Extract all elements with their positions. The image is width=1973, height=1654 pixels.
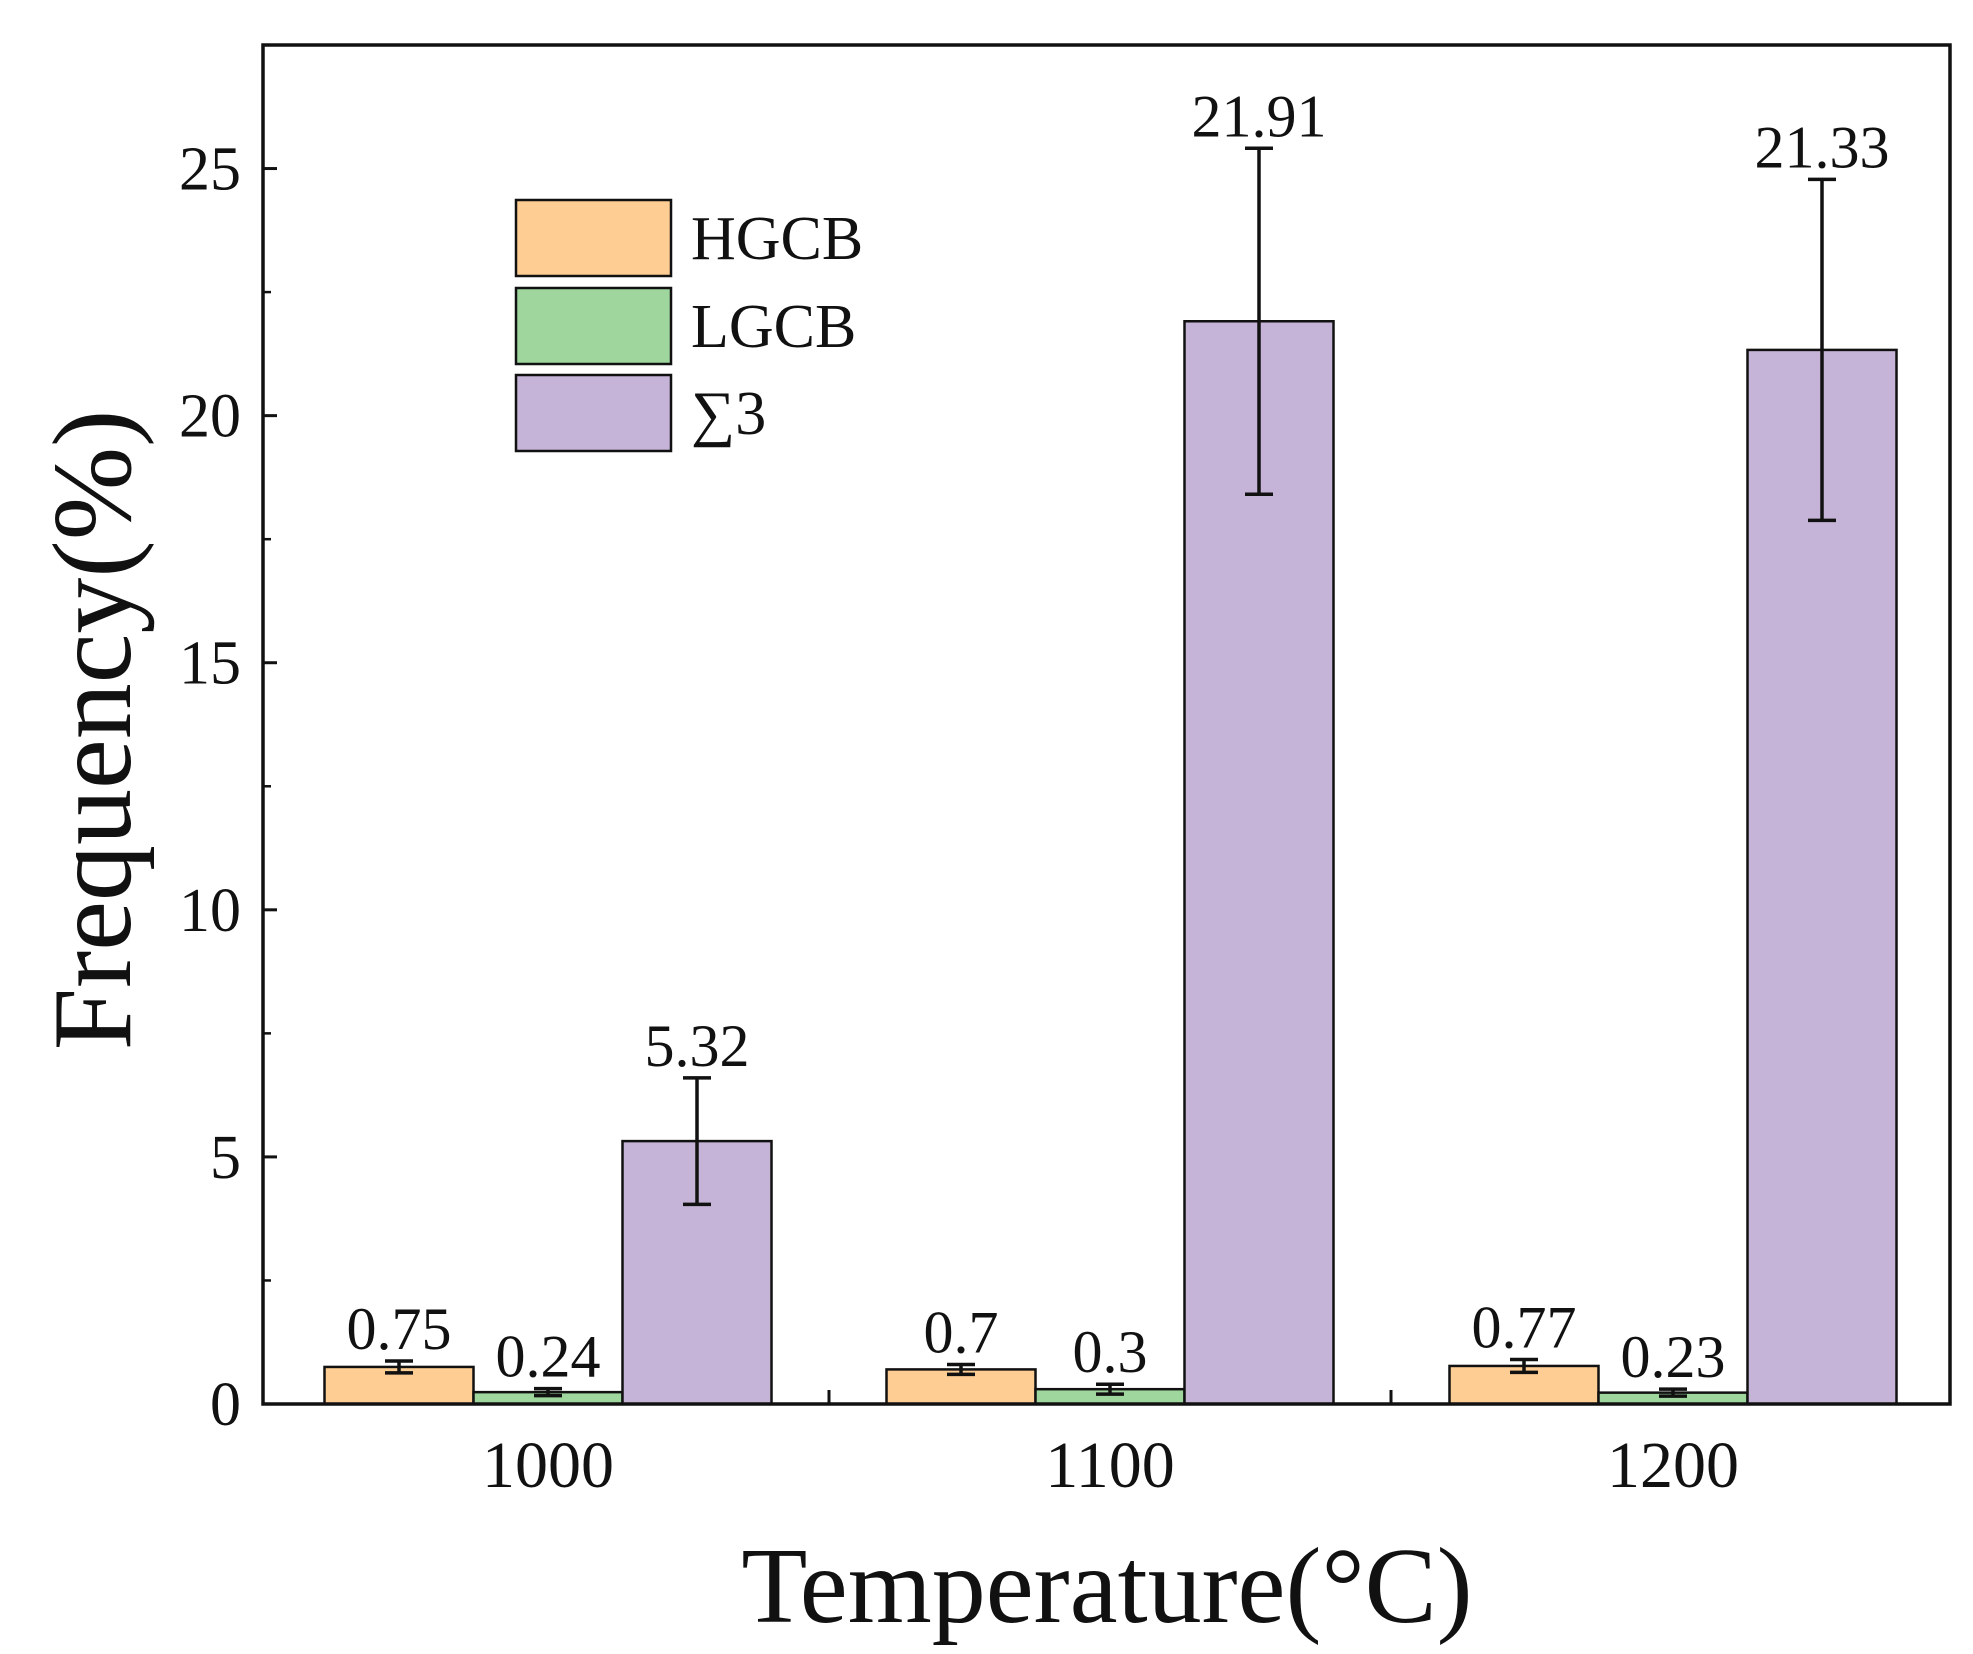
y-tick-label-15: 15	[179, 630, 241, 698]
error-bar-sigma3-1100	[1245, 146, 1273, 496]
error-bar-lgcb-1100	[1096, 1382, 1124, 1396]
y-tick-label-20: 20	[179, 383, 241, 451]
y-tick-label-5: 5	[210, 1124, 241, 1192]
data-label-lgcb-1000: 0.24	[496, 1324, 601, 1390]
error-bars-layer	[385, 146, 1836, 1398]
x-tick-label-1100: 1100	[1045, 1429, 1175, 1502]
legend-label-hgcb: HGCB	[691, 205, 863, 273]
data-label-lgcb-1100: 0.3	[1073, 1319, 1148, 1385]
error-bar-hgcb-1100	[947, 1362, 975, 1377]
y-axis: 0 5 10 15 20 25	[179, 136, 277, 1439]
legend-swatch-hgcb	[514, 198, 673, 278]
data-label-sigma3-1000: 5.32	[645, 1013, 750, 1079]
data-label-sigma3-1200: 21.33	[1755, 114, 1890, 180]
legend: HGCB LGCB ∑3	[514, 198, 863, 453]
legend-label-sigma3: ∑3	[691, 380, 766, 448]
legend-swatch-lgcb	[514, 286, 673, 366]
error-bar-sigma3-1000	[683, 1076, 711, 1207]
data-label-hgcb-1100: 0.7	[924, 1299, 999, 1365]
error-bar-sigma3-1200	[1808, 177, 1836, 523]
x-axis: 1000 1100 1200	[482, 1390, 1739, 1502]
y-axis-title: Frequency(%)	[31, 410, 155, 1051]
error-bar-hgcb-1200	[1510, 1357, 1538, 1375]
error-bar-hgcb-1000	[385, 1359, 413, 1375]
y-tick-label-25: 25	[179, 136, 241, 204]
y-tick-label-10: 10	[179, 877, 241, 945]
data-label-sigma3-1100: 21.91	[1192, 83, 1327, 149]
error-bar-lgcb-1000	[534, 1386, 562, 1398]
x-tick-label-1200: 1200	[1607, 1429, 1739, 1502]
error-bar-lgcb-1200	[1659, 1387, 1687, 1398]
bars-layer	[323, 319, 1898, 1406]
data-label-hgcb-1000: 0.75	[347, 1296, 452, 1362]
bar-sigma3-1100	[1183, 319, 1335, 1406]
legend-label-lgcb: LGCB	[691, 293, 856, 361]
bar-sigma3-1200	[1746, 348, 1898, 1406]
x-tick-label-1000: 1000	[482, 1429, 614, 1502]
data-label-lgcb-1200: 0.23	[1621, 1324, 1726, 1390]
data-labels-layer: 0.75 0.7 0.77 0.24 0.3 0.23 5.32 21.91 21.33	[347, 83, 1890, 1390]
y-tick-label-0: 0	[210, 1371, 241, 1439]
legend-swatch-sigma3	[514, 373, 673, 453]
plot-area-frame	[261, 43, 1952, 1406]
data-label-hgcb-1200: 0.77	[1472, 1295, 1577, 1361]
x-axis-title: Temperature(°C)	[741, 1527, 1472, 1646]
